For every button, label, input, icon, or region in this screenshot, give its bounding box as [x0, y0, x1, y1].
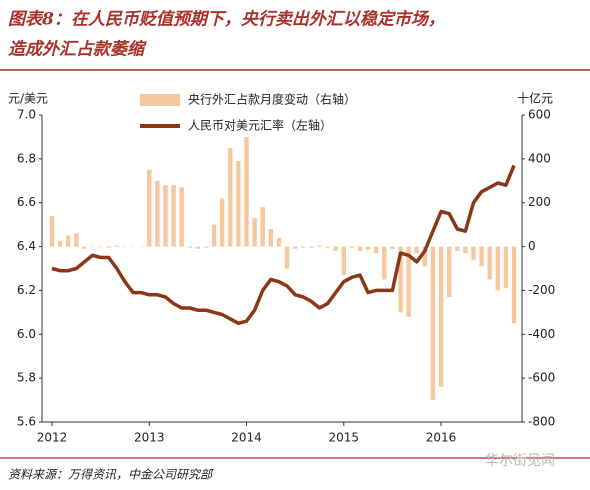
- bar: [390, 246, 395, 249]
- y2-tick-label: -800: [528, 415, 555, 429]
- chart-title: 图表8：在人民币贬值预期下，央行卖出外汇以稳定市场，: [8, 10, 445, 30]
- bar: [341, 246, 346, 276]
- bar: [122, 246, 128, 248]
- bar: [374, 246, 379, 254]
- legend-label: 人民币对美元汇率（左轴）: [188, 118, 332, 133]
- bar: [446, 246, 452, 298]
- bar: [203, 246, 209, 248]
- bar: [236, 161, 241, 247]
- bar: [114, 245, 120, 247]
- bar: [455, 246, 460, 251]
- y2-axis-label: 十亿元: [517, 91, 553, 106]
- y-tick-label: 6.6: [17, 195, 36, 209]
- y-tick-label: 5.6: [17, 415, 36, 429]
- x-tick-label: 2016: [426, 431, 457, 445]
- bar: [503, 246, 509, 289]
- bar: [301, 246, 306, 248]
- y-tick-label: 6.8: [17, 151, 36, 165]
- y-tick-label: 6.2: [17, 283, 36, 297]
- x-tick-label: 2013: [134, 431, 165, 445]
- y2-tick-label: -400: [528, 327, 555, 341]
- y2-tick-label: 200: [528, 195, 551, 209]
- y-tick-label: 5.8: [17, 371, 36, 385]
- bar: [317, 245, 322, 247]
- bar: [147, 169, 152, 247]
- x-tick-label: 2012: [37, 431, 68, 445]
- bar: [138, 246, 144, 248]
- bar: [163, 185, 168, 247]
- bar: [171, 185, 176, 247]
- bar: [333, 246, 338, 251]
- y2-tick-label: 400: [528, 151, 551, 165]
- bar: [252, 218, 257, 247]
- bar: [268, 229, 274, 247]
- legend-swatch: [140, 94, 180, 106]
- x-tick-label: 2015: [329, 431, 360, 445]
- bar: [495, 246, 500, 291]
- bar: [90, 246, 95, 248]
- y-axis-label: 元/美元: [8, 92, 48, 106]
- bar: [244, 136, 249, 247]
- legend-label: 央行外汇占款月度变动（右轴）: [188, 92, 356, 107]
- bar: [325, 246, 330, 248]
- y2-tick-label: 0: [528, 239, 536, 253]
- y-tick-label: 6.0: [17, 327, 36, 341]
- bar: [463, 246, 468, 254]
- bar: [74, 233, 79, 247]
- bar: [82, 246, 87, 249]
- y-tick-label: 7.0: [17, 108, 36, 122]
- bar: [220, 198, 225, 247]
- bar: [179, 187, 184, 247]
- bar: [260, 207, 265, 247]
- bar: [98, 246, 103, 248]
- bar: [309, 246, 314, 248]
- bar: [57, 241, 63, 247]
- bar: [284, 246, 290, 269]
- bar: [382, 246, 387, 280]
- bar: [292, 246, 298, 249]
- y2-tick-label: -600: [528, 371, 555, 385]
- bar: [357, 246, 363, 251]
- bar: [487, 246, 492, 280]
- bar: [276, 237, 282, 247]
- bar: [195, 246, 201, 249]
- bar: [211, 224, 217, 247]
- bar: [398, 246, 403, 313]
- bar: [471, 246, 476, 260]
- bar: [414, 246, 419, 254]
- watermark: 华尔街见闻: [485, 453, 555, 469]
- bar: [349, 246, 355, 248]
- bar: [66, 235, 71, 247]
- x-tick-label: 2014: [231, 431, 262, 445]
- y2-tick-label: 600: [528, 108, 551, 122]
- bar: [511, 246, 517, 324]
- bar: [430, 246, 436, 401]
- y2-tick-label: -200: [528, 283, 555, 297]
- bar: [130, 246, 136, 248]
- bar: [406, 246, 411, 317]
- bar: [106, 246, 111, 248]
- bar: [479, 246, 484, 267]
- bar: [365, 246, 371, 250]
- bar: [422, 246, 428, 267]
- bar: [187, 246, 192, 248]
- line: [51, 164, 516, 326]
- bar: [228, 147, 233, 247]
- bar: [438, 246, 444, 387]
- bar: [155, 180, 160, 247]
- y-tick-label: 6.4: [17, 239, 36, 253]
- chart-title: 造成外汇占款萎缩: [8, 40, 147, 60]
- bar: [49, 215, 55, 247]
- source: 资料来源：万得资讯，中金公司研究部: [8, 468, 214, 482]
